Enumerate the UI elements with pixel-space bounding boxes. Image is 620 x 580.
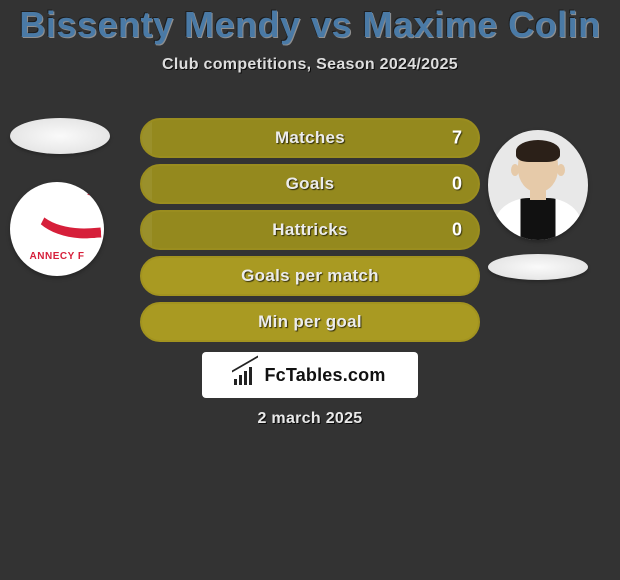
stat-row-hattricks: Hattricks 0: [140, 210, 480, 250]
stat-value: 7: [452, 128, 462, 149]
stat-row-matches: Matches 7: [140, 118, 480, 158]
player1-photo-placeholder: [10, 118, 110, 154]
stat-row-goals-per-match: Goals per match: [140, 256, 480, 296]
player2-photo: [488, 130, 588, 240]
stats-panel: Matches 7 Goals 0 Hattricks 0 Goals per …: [140, 118, 480, 348]
player2-club-logo-placeholder: [488, 254, 588, 280]
page-title: Bissenty Mendy vs Maxime Colin: [0, 4, 620, 46]
brand-badge: FcTables.com: [202, 352, 418, 398]
player1-club-name: ANNECY F: [10, 251, 104, 262]
stat-value: 0: [452, 220, 462, 241]
stat-label: Goals per match: [241, 266, 379, 286]
page-subtitle: Club competitions, Season 2024/2025: [0, 56, 620, 74]
brand-text: FcTables.com: [264, 365, 385, 386]
stat-label: Min per goal: [258, 312, 362, 332]
player1-club-logo: ANNECY F: [10, 182, 104, 276]
snapshot-date: 2 march 2025: [0, 410, 620, 428]
player2-column: [488, 130, 588, 280]
bar-chart-icon: [234, 365, 256, 385]
player1-column: ANNECY F: [10, 118, 110, 276]
stat-row-min-per-goal: Min per goal: [140, 302, 480, 342]
stat-value: 0: [452, 174, 462, 195]
stat-row-goals: Goals 0: [140, 164, 480, 204]
